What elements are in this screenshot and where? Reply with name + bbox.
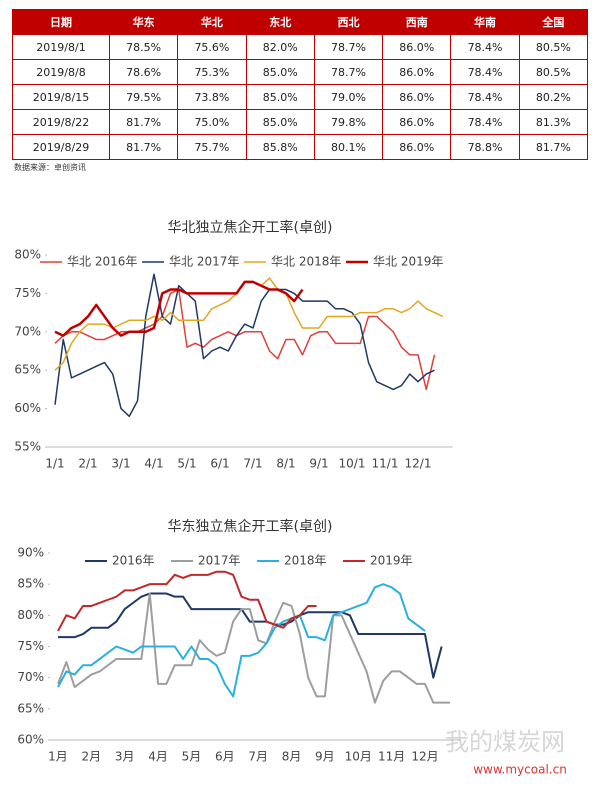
x-tick-label: 6/1	[210, 457, 229, 471]
series-line	[57, 583, 426, 698]
table-cell: 2019/8/1	[12, 34, 110, 60]
x-tick-label: 12/1	[405, 457, 432, 471]
x-tick-label: 1月	[48, 750, 68, 764]
table-cell: 81.3%	[518, 109, 589, 135]
x-tick-label: 1/1	[45, 457, 64, 471]
header-cell: 全国	[518, 9, 589, 35]
watermark-url: www.mycoal.cn	[473, 763, 567, 777]
table-cell: 78.7%	[313, 59, 384, 85]
x-tick-label: 10月	[345, 750, 372, 764]
x-tick-label: 10/1	[339, 457, 366, 471]
table-cell: 73.8%	[177, 84, 247, 110]
chart-title: 华东独立焦企开工率(卓创)	[168, 518, 333, 535]
x-tick-label: 12月	[411, 750, 438, 764]
x-tick-label: 2月	[82, 750, 102, 764]
legend-label: 华北 2019年	[373, 255, 443, 269]
series-line	[54, 288, 436, 391]
source: 数据来源：卓创资讯	[14, 163, 86, 172]
y-tick-label: 75%	[14, 286, 41, 300]
legend-label: 华北 2018年	[271, 255, 341, 269]
x-tick-label: 9月	[315, 750, 335, 764]
x-tick-label: 7月	[248, 750, 268, 764]
x-tick-label: 4/1	[144, 457, 163, 471]
table-row: 2019/8/15 79.5% 73.8% 85.0% 79.0% 86.0% 78.4% 8…	[12, 84, 589, 110]
series-line	[54, 280, 304, 337]
y-tick-label: 55%	[14, 440, 41, 454]
table-cell: 86.0%	[382, 134, 452, 160]
watermark: 我的煤炭网	[445, 728, 565, 756]
table-cell: 81.7%	[108, 109, 179, 135]
table-row: 2019/8/22 81.7% 75.0% 85.0% 79.8% 86.0% 78.4% 8…	[12, 109, 589, 135]
table-cell: 78.4%	[450, 109, 520, 135]
legend-label: 2018年	[284, 554, 327, 568]
y-tick-label: 90%	[17, 546, 44, 560]
table-cell: 81.7%	[518, 134, 589, 160]
table-cell: 85.8%	[245, 134, 315, 160]
table-cell: 80.2%	[518, 84, 589, 110]
x-tick-label: 7/1	[243, 457, 262, 471]
header-cell: 日期	[12, 9, 110, 35]
y-tick-label: 60%	[17, 733, 44, 747]
table-cell: 78.4%	[450, 59, 520, 85]
table-cell: 2019/8/29	[12, 134, 110, 160]
chart-title: 华北独立焦企开工率(卓创)	[168, 219, 333, 236]
legend-label: 华北 2017年	[169, 255, 239, 269]
y-tick-label: 75%	[17, 639, 44, 653]
table-cell: 79.0%	[313, 84, 384, 110]
x-tick-label: 5月	[182, 750, 202, 764]
y-tick-label: 60%	[14, 401, 41, 415]
series-line	[57, 592, 450, 704]
x-tick-label: 5/1	[177, 457, 196, 471]
series-line	[54, 273, 435, 418]
y-tick-label: 70%	[17, 670, 44, 684]
table-cell: 80.1%	[313, 134, 384, 160]
x-tick-label: 11/1	[372, 457, 399, 471]
x-tick-label: 8月	[282, 750, 302, 764]
legend-label: 2019年	[370, 554, 413, 568]
series-line	[57, 570, 317, 632]
table-row: 2019/8/8 78.6% 75.3% 85.0% 78.7% 86.0% 78.4% 80…	[12, 59, 589, 85]
x-tick-label: 8/1	[276, 457, 295, 471]
table-cell: 78.7%	[313, 34, 384, 60]
header-cell: 西北	[313, 9, 384, 35]
series-line	[58, 592, 443, 679]
table-cell: 2019/8/8	[12, 59, 110, 85]
header-cell: 华南	[450, 9, 520, 35]
y-tick-label: 80%	[17, 608, 44, 622]
y-tick-label: 85%	[17, 577, 44, 591]
x-tick-label: 4月	[148, 750, 168, 764]
table-cell: 75.0%	[177, 109, 247, 135]
legend-label: 2016年	[112, 554, 155, 568]
y-tick-label: 80%	[14, 248, 41, 262]
table-cell: 75.7%	[177, 134, 247, 160]
table-cell: 81.7%	[108, 134, 179, 160]
table-row: 2019/8/29 81.7% 75.7% 85.8% 80.1% 86.0% 78.8% 8…	[12, 134, 589, 160]
table-cell: 86.0%	[382, 59, 452, 85]
header-cell: 西南	[382, 9, 452, 35]
x-tick-label: 3月	[115, 750, 135, 764]
table-cell: 85.0%	[245, 109, 315, 135]
table-cell: 80.5%	[518, 34, 589, 60]
table-cell: 82.0%	[245, 34, 315, 60]
data-table: 日期 华东 华北 东北 西北 西南 华南 全国 2019/8/1 78.5% 75.6% 82.0% 7…	[12, 9, 589, 160]
x-tick-label: 2/1	[78, 457, 97, 471]
table-cell: 75.6%	[177, 34, 247, 60]
table-cell: 80.5%	[518, 59, 589, 85]
y-tick-label: 65%	[14, 363, 41, 377]
table-cell: 79.5%	[108, 84, 179, 110]
y-tick-label: 65%	[17, 701, 44, 715]
table-row: 2019/8/1 78.5% 75.6% 82.0% 78.7% 86.0% 78.4% 80…	[12, 34, 589, 60]
legend-label: 华北 2016年	[67, 255, 137, 269]
x-tick-label: 6月	[215, 750, 235, 764]
x-tick-label: 11月	[378, 750, 405, 764]
legend-label: 2017年	[198, 554, 241, 568]
table-cell: 78.8%	[450, 134, 520, 160]
y-tick-label: 70%	[14, 324, 41, 338]
x-tick-label: 3/1	[111, 457, 130, 471]
table-cell: 78.5%	[108, 34, 179, 60]
x-tick-label: 9/1	[309, 457, 328, 471]
